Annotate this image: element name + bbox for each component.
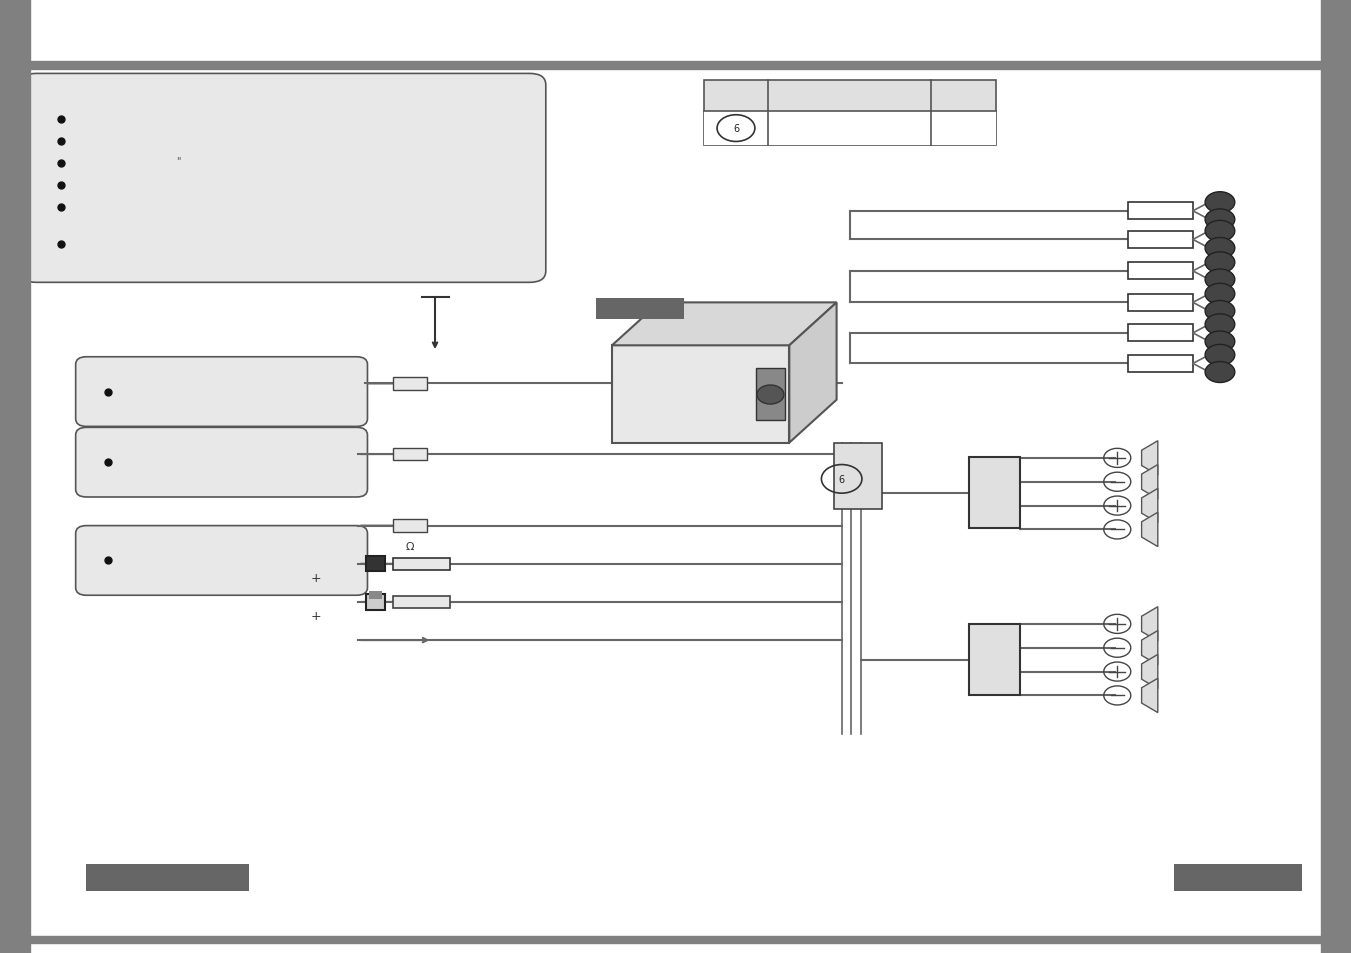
Bar: [1174, 864, 1302, 891]
Circle shape: [1205, 284, 1235, 305]
Bar: [755, 369, 785, 420]
FancyBboxPatch shape: [76, 428, 367, 497]
Bar: [369, 592, 382, 599]
Bar: [704, 81, 996, 146]
Circle shape: [757, 386, 784, 405]
Bar: [1128, 355, 1193, 373]
Circle shape: [1205, 238, 1235, 259]
Bar: [1321, 0, 1351, 953]
Bar: [366, 557, 385, 572]
Circle shape: [1205, 332, 1235, 353]
Bar: [0, 0, 30, 953]
Circle shape: [1205, 210, 1235, 231]
Bar: [1128, 325, 1193, 342]
Bar: [1128, 263, 1193, 280]
Polygon shape: [1142, 607, 1158, 641]
FancyBboxPatch shape: [76, 357, 367, 427]
Circle shape: [1205, 362, 1235, 383]
FancyBboxPatch shape: [76, 526, 367, 596]
Polygon shape: [1142, 513, 1158, 547]
Bar: [393, 377, 427, 391]
Bar: [393, 597, 450, 609]
FancyBboxPatch shape: [20, 74, 546, 283]
Text: +: +: [311, 610, 322, 622]
Polygon shape: [612, 303, 836, 346]
Bar: [969, 624, 1020, 696]
Circle shape: [1205, 314, 1235, 335]
Bar: [1128, 203, 1193, 220]
Bar: [834, 443, 882, 510]
Text: Ω: Ω: [405, 541, 415, 551]
Polygon shape: [1142, 655, 1158, 689]
Bar: [969, 457, 1020, 529]
Polygon shape: [1142, 679, 1158, 713]
Bar: [1128, 294, 1193, 312]
Polygon shape: [1142, 631, 1158, 665]
Bar: [612, 346, 789, 443]
Bar: [30, 62, 1321, 70]
Bar: [704, 112, 996, 146]
Bar: [86, 864, 249, 891]
Circle shape: [1205, 253, 1235, 274]
Text: ": ": [176, 156, 180, 166]
Circle shape: [1205, 270, 1235, 291]
Circle shape: [1205, 301, 1235, 322]
Text: +: +: [311, 572, 322, 584]
Bar: [30, 936, 1321, 943]
Circle shape: [1205, 221, 1235, 242]
Polygon shape: [789, 303, 836, 443]
Bar: [393, 520, 427, 532]
Polygon shape: [1142, 465, 1158, 499]
Circle shape: [1205, 345, 1235, 366]
Polygon shape: [1142, 441, 1158, 476]
Polygon shape: [1142, 489, 1158, 523]
Text: 6: 6: [839, 475, 844, 484]
Bar: [596, 298, 684, 319]
Text: 6: 6: [732, 124, 739, 134]
Circle shape: [1205, 193, 1235, 213]
Bar: [393, 558, 450, 570]
Bar: [393, 449, 427, 461]
Bar: [1128, 232, 1193, 249]
Bar: [366, 595, 385, 610]
